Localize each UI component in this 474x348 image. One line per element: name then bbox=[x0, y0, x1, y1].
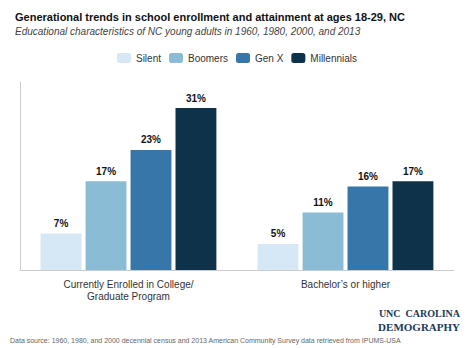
svg-text:Bachelor’s or higher: Bachelor’s or higher bbox=[301, 279, 391, 290]
svg-text:Gen X: Gen X bbox=[255, 53, 284, 64]
svg-text:17%: 17% bbox=[403, 166, 423, 177]
svg-text:Educational characteristics of: Educational characteristics of NC young … bbox=[15, 26, 361, 37]
svg-text:Millennials: Millennials bbox=[310, 53, 357, 64]
svg-text:17%: 17% bbox=[96, 166, 116, 177]
svg-text:16%: 16% bbox=[358, 171, 378, 182]
svg-text:Graduate Program: Graduate Program bbox=[87, 291, 170, 302]
svg-text:7%: 7% bbox=[54, 218, 69, 229]
svg-text:UNC CAROLINA: UNC CAROLINA bbox=[379, 308, 461, 319]
svg-text:Silent: Silent bbox=[136, 53, 161, 64]
svg-text:Data source: 1960, 1980, and 2: Data source: 1960, 1980, and 2000 decenn… bbox=[10, 337, 401, 345]
svg-text:Boomers: Boomers bbox=[188, 53, 228, 64]
svg-text:Currently Enrolled in College/: Currently Enrolled in College/ bbox=[63, 279, 193, 290]
svg-text:23%: 23% bbox=[141, 134, 161, 145]
svg-text:11%: 11% bbox=[313, 197, 333, 208]
svg-text:DEMOGRAPHY: DEMOGRAPHY bbox=[378, 321, 460, 333]
svg-text:5%: 5% bbox=[271, 228, 286, 239]
svg-text:Generational trends in school: Generational trends in school enrollment… bbox=[15, 11, 405, 23]
svg-text:31%: 31% bbox=[186, 93, 206, 104]
